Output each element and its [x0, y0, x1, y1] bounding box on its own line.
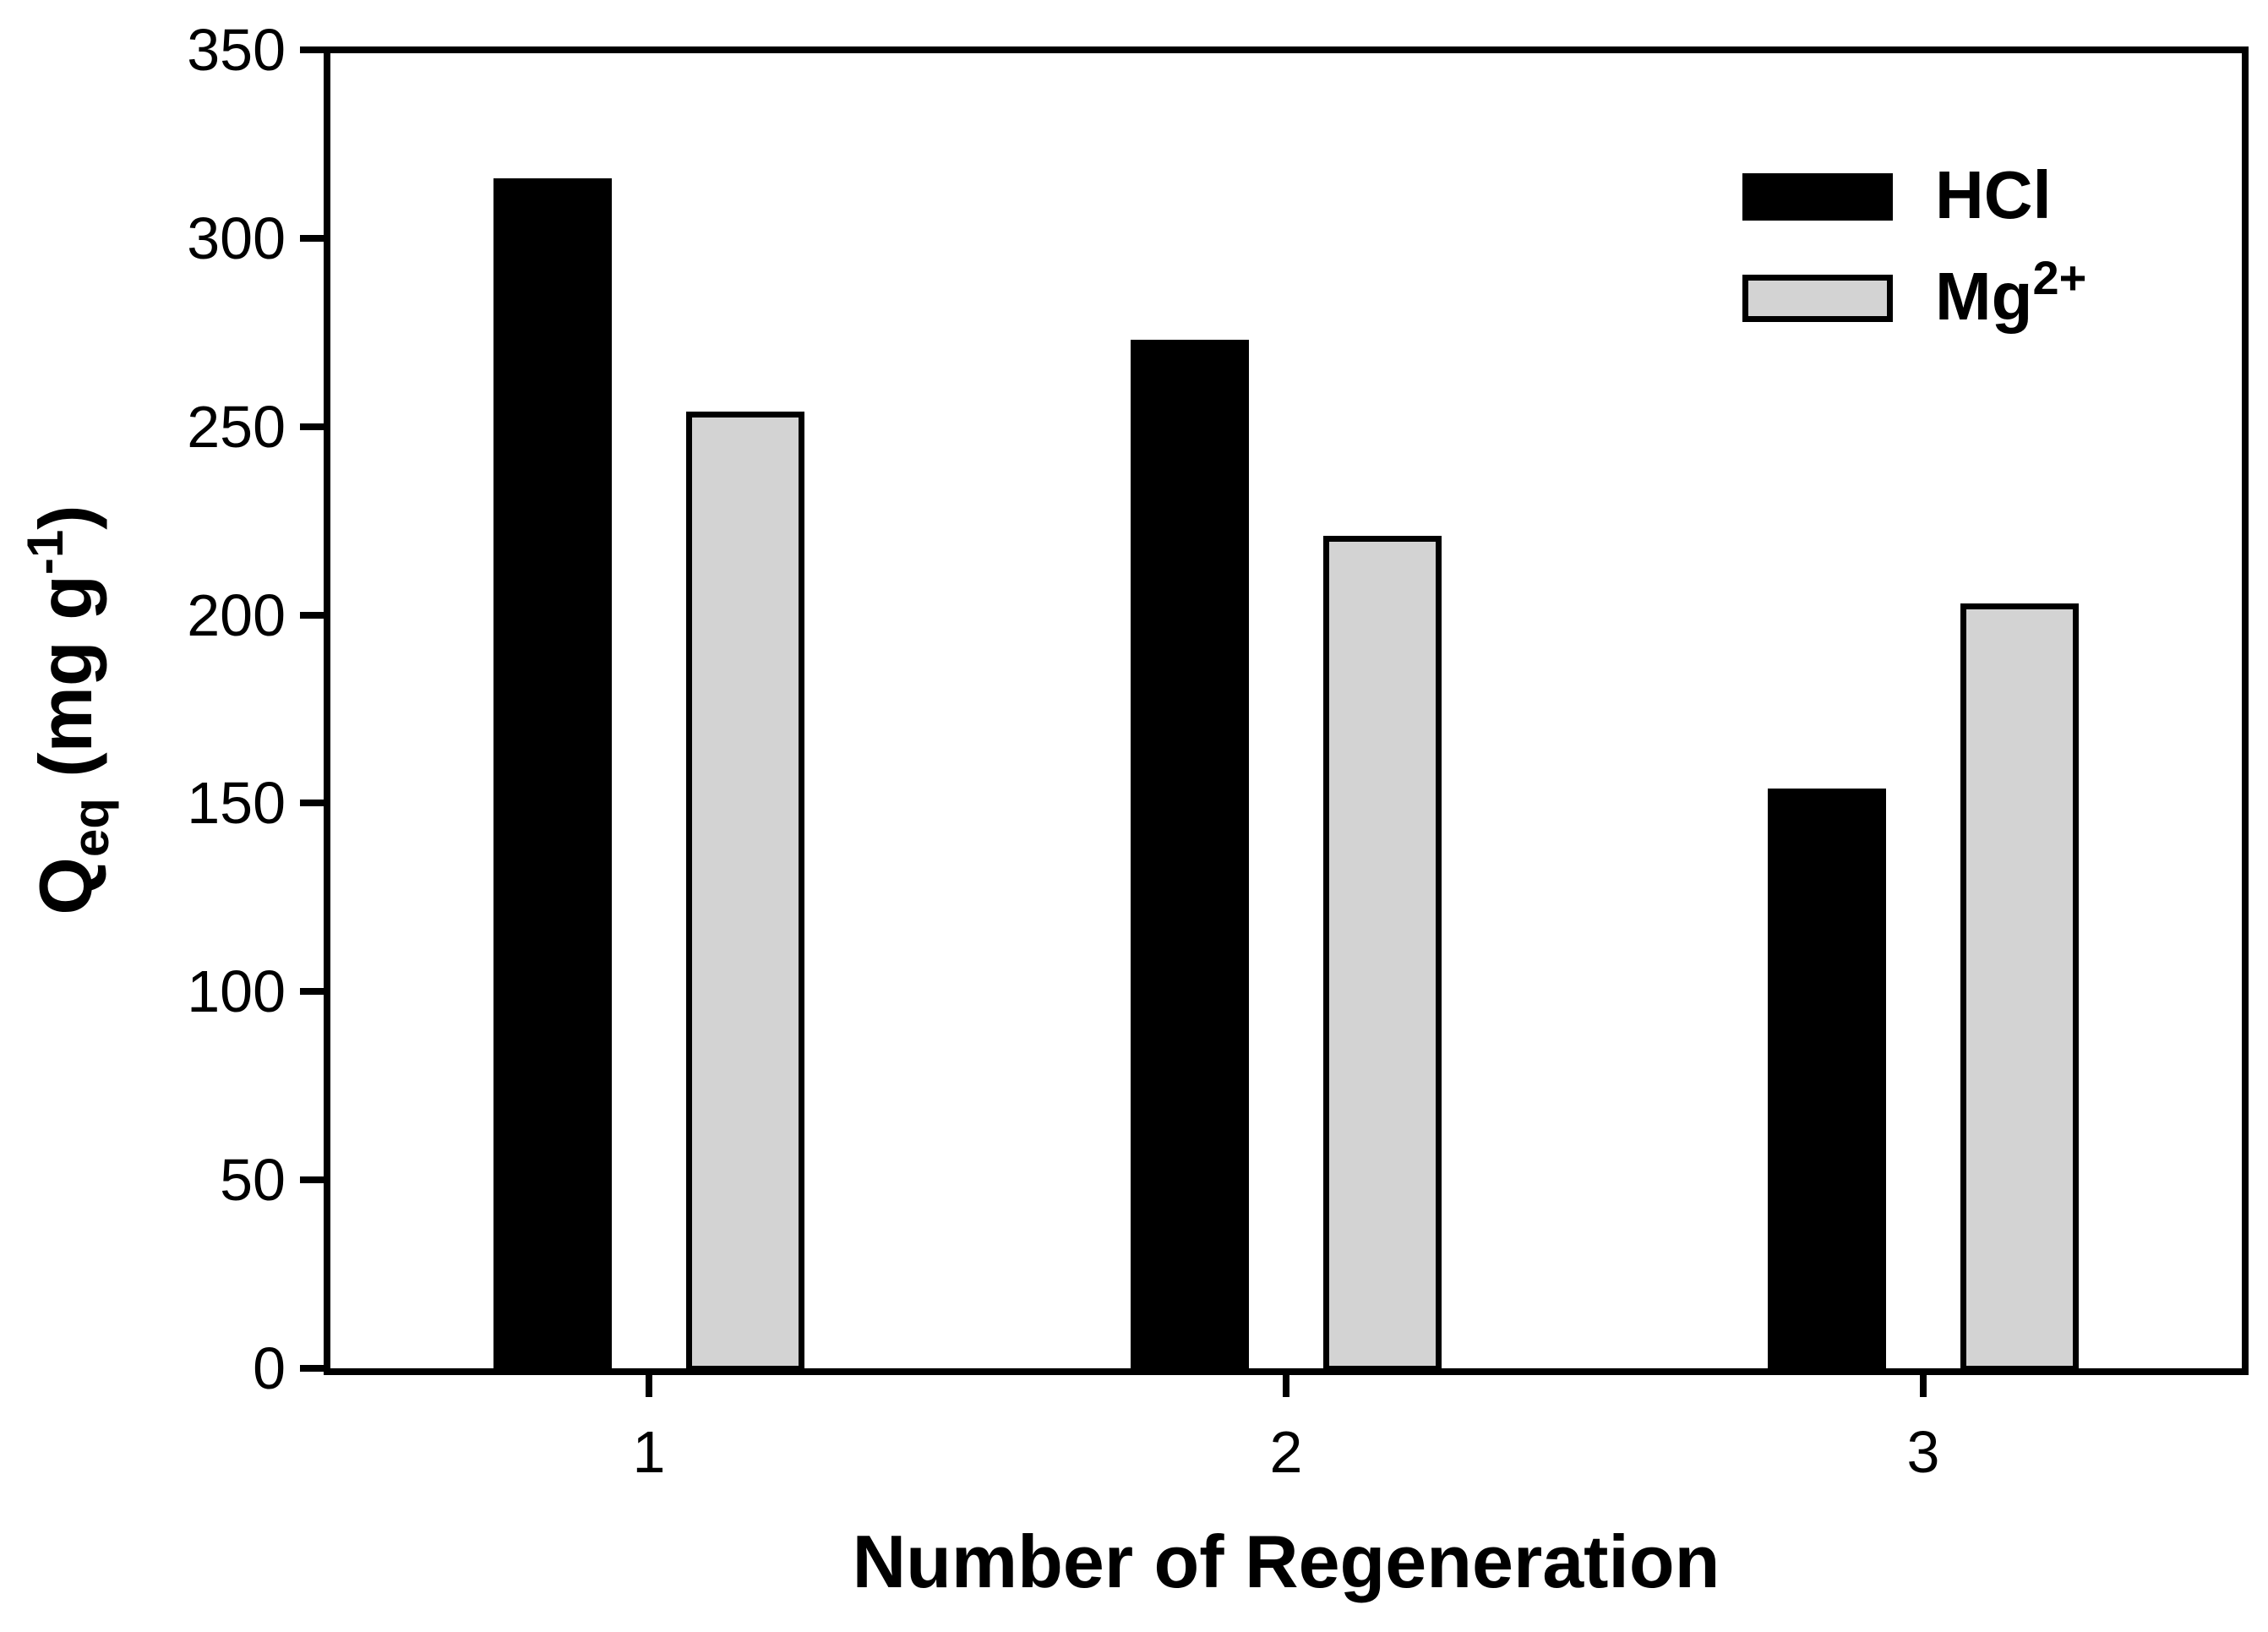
legend-label-mg-text: Mg — [1935, 259, 2033, 334]
y-tick-100 — [300, 988, 324, 996]
y-tick-150 — [300, 800, 324, 807]
y-tick-50 — [300, 1176, 324, 1184]
x-tick-2 — [1283, 1375, 1289, 1397]
y-tick-label-200: 200 — [187, 581, 286, 648]
bar-mg-2 — [1323, 536, 1442, 1372]
y-tick-label-0: 0 — [253, 1335, 286, 1401]
y-tick-0 — [300, 1365, 324, 1372]
y-tick-300 — [300, 234, 324, 242]
x-tick-label-3: 3 — [1906, 1419, 1940, 1485]
legend-label-mg: Mg2+ — [1935, 251, 2086, 337]
x-tick-label-2: 2 — [1269, 1419, 1303, 1485]
bar-mg-1 — [686, 412, 804, 1372]
x-tick-1 — [646, 1375, 652, 1397]
y-title-end: ) — [24, 505, 107, 530]
y-title-superscript: -1 — [17, 529, 74, 576]
plot-frame — [324, 46, 2249, 1375]
y-tick-label-50: 50 — [220, 1147, 286, 1214]
bar-hcl-1 — [493, 178, 612, 1372]
y-tick-label-350: 350 — [187, 17, 286, 83]
y-tick-250 — [300, 423, 324, 430]
y-axis-title: Qeq (mg g-1) — [17, 505, 119, 915]
y-tick-label-250: 250 — [187, 393, 286, 460]
bar-mg-3 — [1960, 603, 2079, 1372]
y-tick-label-300: 300 — [187, 205, 286, 271]
legend-label-hcl: HCl — [1935, 161, 2052, 236]
legend-label-mg-sup: 2+ — [2032, 251, 2087, 304]
bar-hcl-3 — [1768, 789, 1886, 1372]
x-tick-3 — [1920, 1375, 1927, 1397]
y-title-subscript: eq — [63, 798, 119, 858]
x-tick-label-1: 1 — [632, 1419, 666, 1485]
y-tick-200 — [300, 611, 324, 619]
legend-swatch-mg — [1742, 275, 1893, 322]
legend-swatch-hcl — [1742, 173, 1893, 221]
y-title-mid: (mg g — [24, 575, 107, 799]
y-title-base: Q — [24, 857, 107, 915]
y-tick-label-100: 100 — [187, 958, 286, 1025]
y-tick-350 — [300, 46, 324, 53]
x-axis-title: Number of Regeneration — [852, 1520, 1720, 1603]
y-tick-label-150: 150 — [187, 770, 286, 837]
legend-label-hcl-text: HCl — [1935, 157, 2052, 232]
